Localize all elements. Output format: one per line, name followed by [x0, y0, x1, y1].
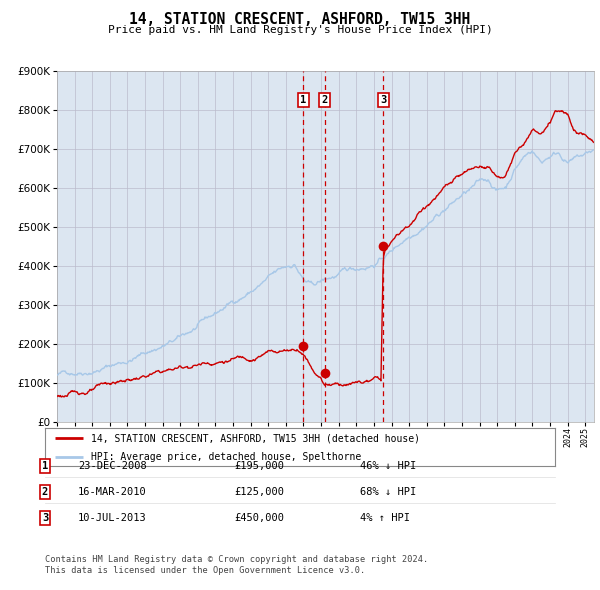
- Text: Contains HM Land Registry data © Crown copyright and database right 2024.: Contains HM Land Registry data © Crown c…: [45, 555, 428, 563]
- Text: 23-DEC-2008: 23-DEC-2008: [78, 461, 147, 471]
- Text: Price paid vs. HM Land Registry's House Price Index (HPI): Price paid vs. HM Land Registry's House …: [107, 25, 493, 35]
- Text: 2: 2: [322, 95, 328, 105]
- Text: 3: 3: [380, 95, 386, 105]
- Text: 2: 2: [42, 487, 48, 497]
- Text: 46% ↓ HPI: 46% ↓ HPI: [360, 461, 416, 471]
- Text: 3: 3: [42, 513, 48, 523]
- Text: 10-JUL-2013: 10-JUL-2013: [78, 513, 147, 523]
- Text: £125,000: £125,000: [234, 487, 284, 497]
- Text: £195,000: £195,000: [234, 461, 284, 471]
- Text: 14, STATION CRESCENT, ASHFORD, TW15 3HH (detached house): 14, STATION CRESCENT, ASHFORD, TW15 3HH …: [91, 434, 420, 444]
- Text: 1: 1: [42, 461, 48, 471]
- Text: 1: 1: [300, 95, 306, 105]
- Text: 68% ↓ HPI: 68% ↓ HPI: [360, 487, 416, 497]
- Text: 4% ↑ HPI: 4% ↑ HPI: [360, 513, 410, 523]
- Text: This data is licensed under the Open Government Licence v3.0.: This data is licensed under the Open Gov…: [45, 566, 365, 575]
- Text: £450,000: £450,000: [234, 513, 284, 523]
- Text: 14, STATION CRESCENT, ASHFORD, TW15 3HH: 14, STATION CRESCENT, ASHFORD, TW15 3HH: [130, 12, 470, 27]
- Text: 16-MAR-2010: 16-MAR-2010: [78, 487, 147, 497]
- Text: HPI: Average price, detached house, Spelthorne: HPI: Average price, detached house, Spel…: [91, 451, 361, 461]
